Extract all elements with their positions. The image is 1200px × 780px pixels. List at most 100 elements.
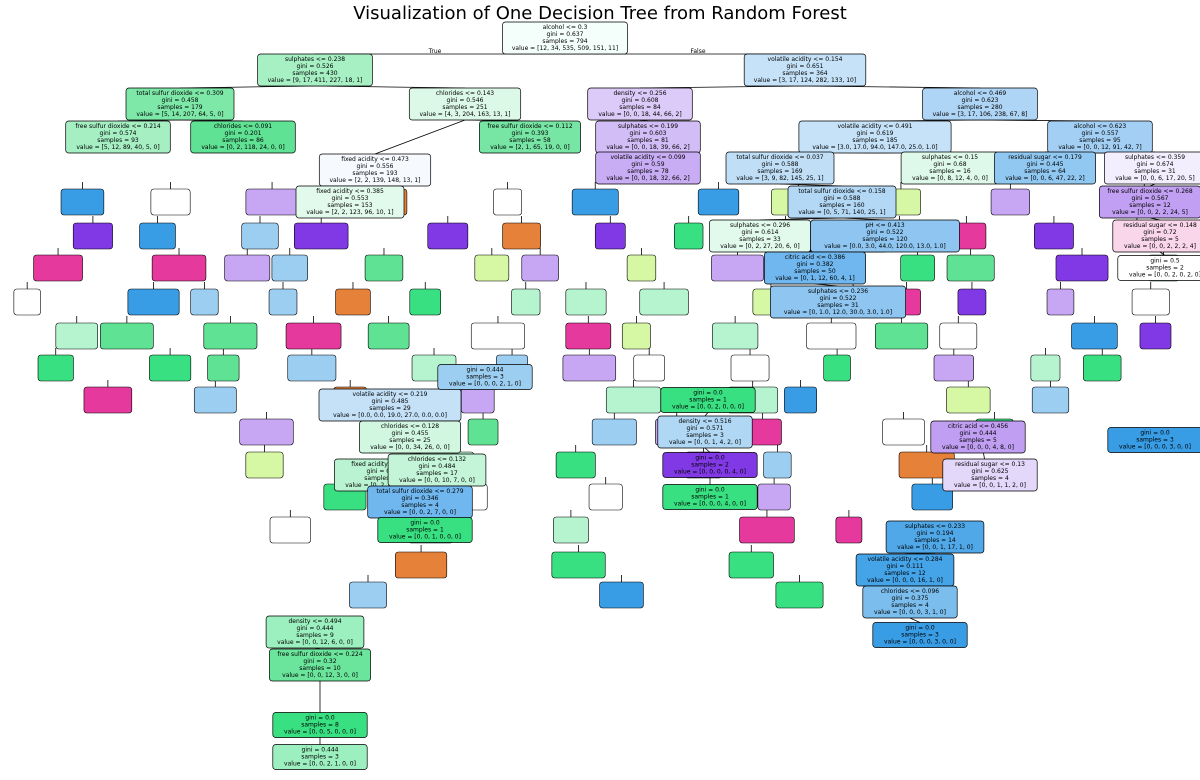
node-text: value = [0, 0, 1, 0, 0, 0]: [389, 534, 461, 541]
node-box: [359, 420, 461, 454]
node-box: [594, 222, 626, 250]
node-text: samples = 251: [442, 104, 487, 111]
node-text: samples = 3: [1136, 437, 1174, 444]
node-text: samples = 14: [914, 537, 956, 544]
edge: [374, 119, 466, 155]
node-box: [55, 322, 98, 350]
node-box: [605, 386, 662, 414]
node-box: [149, 354, 192, 382]
node-box: [408, 87, 522, 121]
node-text: value = [0, 0, 18, 32, 66, 2]: [606, 175, 689, 182]
node-box: [150, 188, 191, 216]
node-text: samples = 193: [352, 170, 397, 177]
node-box: [885, 520, 985, 554]
node-text: samples = 185: [852, 137, 897, 144]
node-box: [882, 418, 925, 446]
node-box: [562, 354, 617, 382]
node-text: gini = 0.68: [933, 161, 966, 168]
node-text: chlorides <= 0.132: [408, 456, 466, 463]
node-text: samples = 25: [389, 437, 431, 444]
crowded-nodes: [13, 188, 1180, 609]
node-box: [787, 185, 897, 219]
node-text: samples = 430: [292, 70, 337, 77]
node-box: [257, 53, 373, 87]
node-text: samples = 95: [1079, 137, 1121, 144]
node-box: [674, 222, 704, 250]
node-box: [1139, 322, 1172, 350]
node-text: gini = 0.588: [762, 161, 799, 168]
node-text: sulphates <= 0.359: [1125, 154, 1185, 161]
node-box: [395, 551, 448, 579]
node-box: [474, 254, 510, 282]
node-text: volatile acidity <= 0.284: [868, 556, 943, 563]
node-box: [739, 516, 795, 544]
node-text: samples = 179: [157, 104, 202, 111]
node-box: [626, 254, 657, 282]
node-text: volatile acidity <= 0.154: [768, 56, 843, 63]
node-text: value = [0.0, 0.0, 19.0, 27.0, 0.0, 0.0]: [333, 412, 447, 419]
node-text: samples = 16: [929, 168, 971, 175]
node-text: value = [3, 9, 82, 145, 25, 1]: [736, 175, 823, 182]
node-text: samples = 4: [401, 502, 439, 509]
node-text: gini = 0.0: [305, 715, 335, 722]
node-text: fixed acidity <= 0.473: [341, 156, 409, 163]
node-text: value = [4, 3, 204, 163, 13, 1]: [420, 111, 511, 118]
node-box: [662, 452, 758, 478]
node-box: [621, 322, 651, 350]
node-box: [437, 364, 533, 390]
node-text: residual sugar <= 0.179: [1008, 154, 1082, 161]
node-text: value = [0, 1.0, 12.0, 30.0, 3.0, 1.0]: [784, 309, 892, 316]
node-text: gini = 0.444: [467, 367, 504, 374]
node-box: [367, 322, 410, 350]
node-box: [190, 120, 296, 154]
node-text: gini = 0.506: [367, 468, 404, 475]
edge-label: False: [690, 48, 705, 55]
node-box: [349, 581, 387, 609]
node-box: [900, 254, 935, 282]
node-text: value = [0, 2, 118, 24, 0, 0]: [201, 144, 284, 151]
node-text: samples = 2: [1146, 265, 1184, 272]
node-text: gini = 0.72: [1143, 229, 1176, 236]
node-box: [287, 354, 337, 382]
node-text: gini = 0.444: [960, 430, 997, 437]
node-box: [1107, 427, 1200, 453]
node-box: [595, 151, 701, 185]
node-text: gini = 0.0: [905, 625, 935, 632]
node-text: samples = 1: [691, 494, 729, 501]
node-text: value = [0, 0, 2, 2, 24, 5]: [1112, 209, 1188, 216]
node-text: gini = 0.0: [695, 487, 725, 494]
node-text: gini = 0.346: [402, 495, 439, 502]
node-text: value = [0, 0, 0, 3, 1, 0]: [874, 609, 946, 616]
node-text: value = [0, 0, 0, 3, 0, 0]: [1119, 444, 1191, 451]
node-box: [763, 451, 792, 479]
node-text: samples = 86: [222, 137, 264, 144]
node-text: value = [0, 0, 2, 1, 0, 0]: [284, 761, 356, 768]
node-box: [730, 354, 770, 382]
node-box: [271, 254, 308, 282]
node-box: [660, 387, 756, 413]
node-text: value = [0, 0, 1, 4, 2, 0]: [669, 439, 741, 446]
node-text: gini = 0.608: [622, 97, 659, 104]
node-box: [697, 188, 740, 216]
node-box: [295, 185, 405, 219]
node-box: [1055, 254, 1109, 282]
node-box: [467, 418, 499, 446]
node-text: gini = 0.375: [892, 595, 929, 602]
node-text: samples = 794: [542, 38, 587, 45]
node-text: gini = 0.588: [824, 195, 861, 202]
node-text: samples = 12: [884, 570, 926, 577]
node-box: [565, 322, 612, 350]
